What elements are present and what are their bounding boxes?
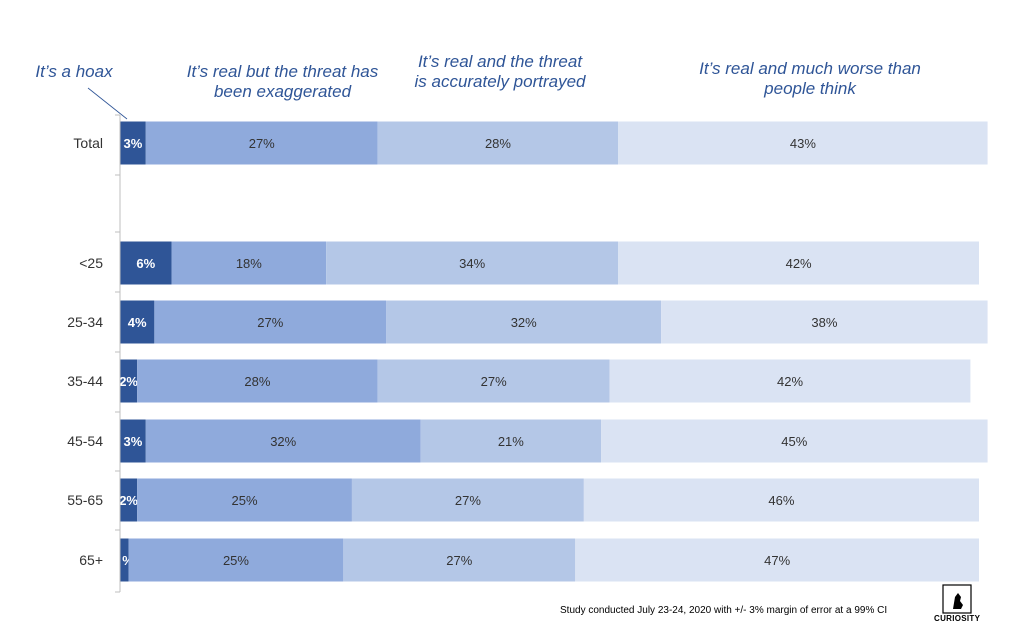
data-label-55-65-1: 2% <box>119 493 138 508</box>
data-label-45-54-4: 45% <box>781 434 807 449</box>
data-label-55-65-3: 27% <box>455 493 481 508</box>
hoax-leader-line <box>87 87 128 120</box>
bar-segment-25-34-4 <box>661 300 988 344</box>
logo-icon <box>942 584 972 614</box>
data-label-25-34-3: 32% <box>511 315 537 330</box>
data-label-65plus-4: 47% <box>764 553 790 568</box>
data-label-35-44-2: 28% <box>244 374 270 389</box>
bar-segment-35-44-1 <box>120 359 138 403</box>
bar-segment-65plus-4 <box>575 538 979 582</box>
data-label-45-54-2: 32% <box>270 434 296 449</box>
bar-segment-45-54-3 <box>420 419 602 463</box>
bar-segment-55-65-3 <box>351 478 584 522</box>
bar-segment-Total-2 <box>145 121 378 165</box>
data-label-35-44-1: 2% <box>119 374 138 389</box>
category-label-65plus: 65+ <box>79 552 103 568</box>
data-label-Total-3: 28% <box>485 136 511 151</box>
data-label-lt25-3: 34% <box>459 256 485 271</box>
data-label-25-34-2: 27% <box>257 315 283 330</box>
bar-segment-25-34-2 <box>154 300 387 344</box>
data-label-25-34-4: 38% <box>811 315 837 330</box>
data-label-25-34-1: 4% <box>128 315 147 330</box>
legend-label-worse: It’s real and much worse than people thi… <box>699 59 921 98</box>
curiosity-logo: CURIOSITY <box>934 583 980 633</box>
legend-label-hoax: It’s a hoax <box>35 62 113 81</box>
category-label-45-54: 45-54 <box>67 433 103 449</box>
bar-segment-lt25-3 <box>326 241 619 285</box>
data-label-55-65-4: 46% <box>768 493 794 508</box>
logo-text: CURIOSITY <box>934 614 981 623</box>
category-label-25-34: 25-34 <box>67 314 103 330</box>
legend-label-exaggerated: It’s real but the threat has been exagge… <box>186 62 379 101</box>
data-label-lt25-2: 18% <box>236 256 262 271</box>
bar-segment-65plus-3 <box>343 538 576 582</box>
bar-segment-lt25-4 <box>618 241 979 285</box>
bar-segment-25-34-3 <box>386 300 662 344</box>
bar-segment-45-54-4 <box>601 419 988 463</box>
data-label-lt25-4: 42% <box>786 256 812 271</box>
bar-segment-Total-4 <box>618 121 988 165</box>
category-label-lt25: <25 <box>79 255 103 271</box>
data-label-45-54-3: 21% <box>498 434 524 449</box>
bar-segment-45-54-2 <box>145 419 421 463</box>
bar-segment-55-65-1 <box>120 478 138 522</box>
data-label-Total-2: 27% <box>249 136 275 151</box>
bar-segment-lt25-2 <box>171 241 327 285</box>
bar-segment-Total-1 <box>120 121 146 165</box>
data-label-45-54-1: 3% <box>123 434 142 449</box>
bar-segment-Total-3 <box>377 121 619 165</box>
data-label-65plus-2: 25% <box>223 553 249 568</box>
legend-label-accurate: It’s real and the threat is accurately p… <box>414 52 586 91</box>
category-label-35-44: 35-44 <box>67 373 103 389</box>
category-label-Total: Total <box>73 135 103 151</box>
bar-segment-35-44-2 <box>137 359 378 403</box>
data-label-55-65-2: 25% <box>232 493 258 508</box>
data-label-65plus-3: 27% <box>446 553 472 568</box>
category-label-55-65: 55-65 <box>67 492 103 508</box>
bar-segment-35-44-4 <box>609 359 971 403</box>
data-label-Total-4: 43% <box>790 136 816 151</box>
data-label-lt25-1: 6% <box>136 256 155 271</box>
bar-segment-55-65-4 <box>583 478 979 522</box>
bar-segment-55-65-2 <box>137 478 352 522</box>
bar-segment-45-54-1 <box>120 419 146 463</box>
bar-segment-65plus-2 <box>128 538 344 582</box>
bar-segment-lt25-1 <box>120 241 172 285</box>
data-label-Total-1: 3% <box>123 136 142 151</box>
footnote: Study conducted July 23-24, 2020 with +/… <box>560 605 888 616</box>
data-label-35-44-4: 42% <box>777 374 803 389</box>
bar-segment-25-34-1 <box>120 300 155 344</box>
bar-segment-65plus-1 <box>120 538 129 582</box>
data-label-35-44-3: 27% <box>481 374 507 389</box>
bar-segment-35-44-3 <box>377 359 610 403</box>
